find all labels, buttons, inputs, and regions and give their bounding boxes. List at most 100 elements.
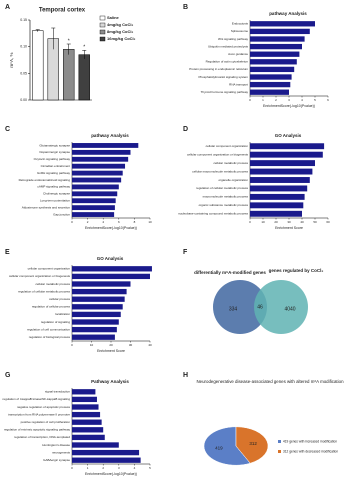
x-tick-label: 2 — [102, 466, 104, 470]
y-tick-label: 0.00 — [20, 98, 27, 102]
x-tick-label: 30 — [287, 220, 291, 224]
y-tick-label: regulation of cellular metabolic process — [18, 289, 70, 293]
x-tick-label: 50 — [313, 220, 317, 224]
x-tick-label: 60 — [326, 220, 330, 224]
y-tick-label: cellular component organization or bioge… — [187, 152, 249, 156]
x-axis-label: EnrichmentScore(-log10(Pvalue)) — [85, 472, 137, 476]
y-axis-label: m⁶A, % — [9, 52, 14, 67]
y-tick-label: regulation of cellular metabolic process — [196, 186, 248, 190]
panel-letter: E — [5, 249, 10, 256]
y-tick-label: Endocytosis — [232, 22, 249, 26]
significance: * — [68, 38, 70, 44]
x-tick-label: 30 — [129, 343, 133, 347]
legend-swatch — [99, 29, 106, 35]
panel-letter: G — [5, 372, 11, 379]
overlap-count: 46 — [257, 304, 263, 310]
y-tick-label: Thyroid hormone signaling pathway — [201, 90, 249, 94]
bar — [72, 177, 122, 183]
y-tick-label: cellular component organization — [28, 267, 71, 271]
y-tick-label: organic substance metabolic process — [199, 203, 249, 207]
chart-title: pathway Analysis — [91, 133, 129, 138]
bar — [250, 89, 289, 95]
y-tick-label: regulation of extrinsic apoptotic signal… — [4, 428, 71, 432]
x-tick-label: 0 — [249, 220, 251, 224]
bar — [72, 404, 99, 410]
venn-set — [213, 280, 267, 334]
panel-letter: B — [183, 4, 188, 11]
set-label: differentially m⁶A-modified genes — [194, 270, 266, 275]
slice-label: 312 — [249, 441, 257, 446]
bar — [72, 419, 102, 425]
bar — [72, 326, 117, 333]
y-tick-label: organelle organization — [218, 178, 248, 182]
pie-slice — [235, 426, 269, 464]
legend-swatch — [278, 450, 281, 453]
y-tick-label: cellular component organization or bioge… — [9, 274, 71, 278]
x-tick-label: 6 — [118, 220, 120, 224]
y-tick-label: Oxytocin signaling pathway — [34, 157, 71, 161]
chart-title: GO Analysis — [275, 133, 302, 138]
bar — [72, 311, 121, 318]
y-tick-label: regulation of transcription, DNA-templat… — [14, 435, 70, 439]
x-tick-label: 4 — [102, 220, 104, 224]
y-tick-label: Cholinergic synapse — [43, 192, 70, 196]
bar — [72, 449, 140, 456]
y-tick-label: cellular component organization — [206, 144, 249, 148]
y-tick-label: Ubiquitin mediated proteolysis — [208, 44, 249, 48]
y-tick-label: regulation of signaling — [41, 320, 71, 324]
x-tick-label: 20 — [274, 220, 278, 224]
bar — [72, 396, 97, 403]
bar — [250, 66, 295, 73]
x-axis-label: EnrichmentScore(-log10(Pvalue)) — [263, 104, 315, 108]
bar — [72, 184, 119, 190]
x-tick-label: 10 — [148, 220, 152, 224]
legend-label: Saline — [107, 15, 120, 20]
legend-swatch — [99, 15, 106, 21]
bar — [32, 30, 44, 101]
set-count: 334 — [229, 306, 238, 312]
bar — [72, 288, 127, 295]
bar — [72, 411, 101, 418]
significance: * — [83, 45, 85, 51]
panel-letter: A — [5, 4, 10, 11]
set-label: genes regulated by CoCl₂ — [269, 268, 324, 273]
bar — [250, 177, 310, 183]
bar — [72, 427, 104, 433]
bar — [250, 59, 297, 65]
y-tick-label: Long-term potentiation — [40, 199, 70, 203]
bar — [63, 49, 75, 101]
panel-letter: C — [5, 126, 10, 133]
y-tick-label: localization — [55, 312, 70, 316]
x-axis-label: Enrichment Score — [275, 226, 303, 230]
set-count: 4040 — [284, 306, 295, 312]
bar — [78, 54, 90, 101]
legend-swatch — [99, 36, 106, 42]
x-tick-label: 5 — [149, 466, 151, 470]
x-tick-label: 0 — [71, 466, 73, 470]
y-tick-label: Glutamatergic synapse — [39, 143, 70, 147]
panel-letter: F — [183, 249, 188, 256]
x-tick-label: 8 — [134, 220, 136, 224]
bar — [72, 389, 96, 395]
bar — [250, 43, 302, 50]
x-tick-label: 0 — [71, 220, 73, 224]
legend-label: 312 genes with decreased modification — [283, 449, 338, 453]
x-tick-label: 5 — [314, 98, 316, 102]
y-tick-label: Aldosterone synthesis and secretion — [22, 205, 71, 209]
x-tick-label: 2 — [87, 220, 89, 224]
x-tick-label: 6 — [327, 98, 329, 102]
bar — [72, 149, 131, 155]
bar — [72, 457, 141, 463]
legend-label: 419 genes with increased modification — [283, 439, 337, 443]
y-tick-label: cellular metabolic process — [35, 282, 70, 286]
bar — [72, 170, 123, 176]
bar — [72, 304, 123, 310]
bar — [250, 74, 292, 80]
x-tick-label: 0 — [249, 98, 251, 102]
chart-title: Pathway Analysis — [91, 379, 129, 384]
bar — [250, 193, 305, 200]
y-tick-label: 0.10 — [20, 45, 27, 49]
x-axis-label: Enrichment Score — [97, 349, 125, 353]
y-tick-label: transcription from RNA polymerase II pro… — [8, 412, 70, 416]
bar — [72, 334, 115, 340]
